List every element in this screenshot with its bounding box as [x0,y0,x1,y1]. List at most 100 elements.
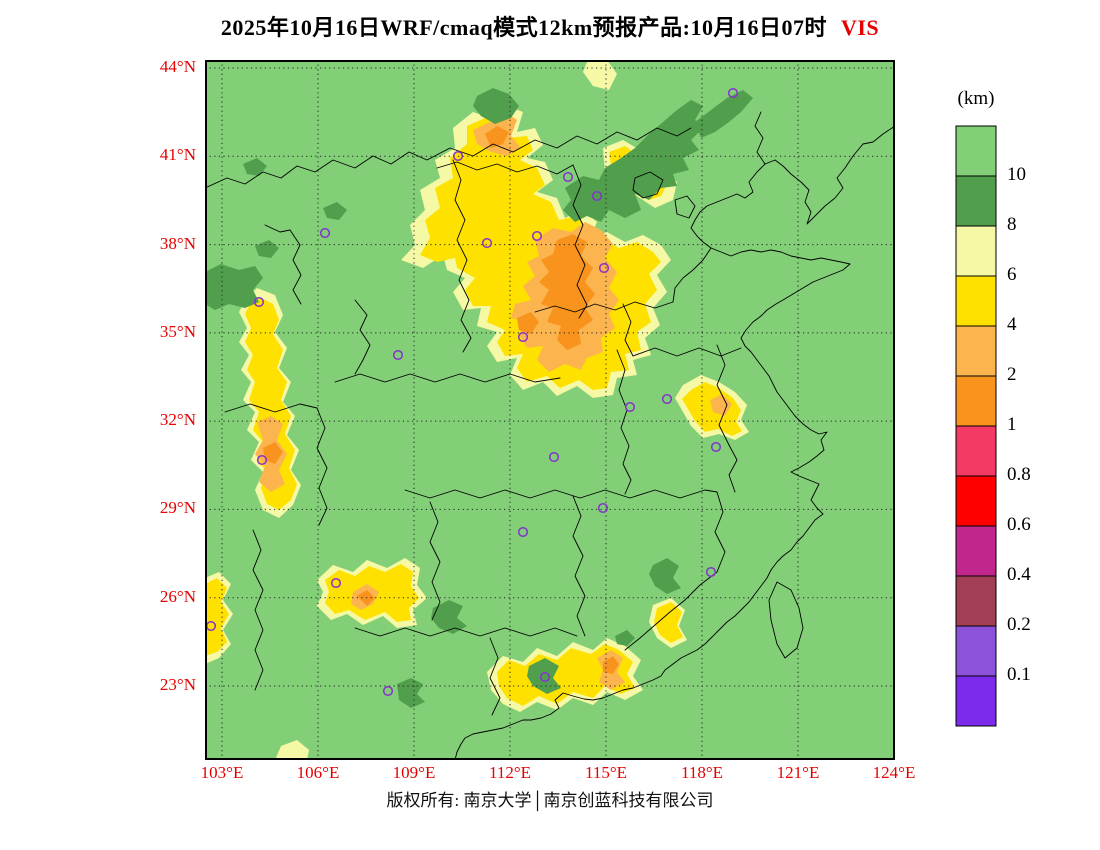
figure-title-variable: VIS [840,15,880,40]
province-boundaries-shape [572,164,588,319]
colorbar-label: 10 [1007,164,1026,185]
colorbar-swatch [955,275,997,327]
visibility-contour-fills-shape [517,312,539,334]
lon-axis-label: 115°E [584,763,628,782]
lat-axis-label: 23°N [159,675,196,694]
lon-axis-label: 118°E [680,763,724,782]
province-boundaries-shape [334,373,561,383]
colorbar-swatches [955,125,997,727]
province-boundaries-shape [429,501,441,621]
lat-axis-label: 26°N [159,586,196,606]
colorbar-swatch [955,125,997,177]
province-boundaries-shape [264,224,302,305]
visibility-contour-fills-shape [323,202,347,220]
city-marker [591,190,603,202]
province-boundaries-shape [454,143,864,761]
province-boundaries-shape [632,171,664,199]
colorbar-swatch [955,575,997,627]
visibility-contour-fills-shape [205,578,229,656]
visibility-contour-fills-shape [205,264,263,310]
city-marker [598,262,610,274]
province-boundaries-shape [716,344,730,446]
copyright-footer: 版权所有: 南京大学│南京创蓝科技有限公司 [386,791,714,810]
city-marker [517,526,529,538]
province-boundaries-shape [436,161,574,175]
province-boundaries-shape [672,247,712,303]
visibility-contour-fills-shape [473,88,519,124]
visibility-contour-fills-shape [603,656,619,674]
city-marker [597,502,609,514]
visibility-contour-fills-shape [649,558,681,594]
visibility-contour-fills-shape [615,630,635,646]
city-marker [661,393,673,405]
city-marker [539,671,551,683]
colorbar-label: 0.1 [1007,664,1031,685]
city-marker [562,171,574,183]
map-border [205,60,895,760]
province-boundaries-shape [862,125,896,145]
city-marker [330,577,342,589]
province-boundaries-shape [224,403,318,413]
lat-axis-label: 44°N [159,57,196,76]
visibility-contour-fills-shape [275,740,309,760]
colorbar-swatch [955,475,997,527]
colorbar-swatch [955,175,997,227]
visibility-contour-fills-shape [539,234,595,350]
province-boundaries-shape [754,111,766,165]
colorbar-swatch [955,675,997,727]
province-boundaries-shape [534,301,674,313]
colorbar-labels: 10 8 6 4 2 1 0.8 0.6 0.4 0.2 0.1 [955,125,1065,737]
province-boundaries-shape [252,529,264,691]
province-boundaries-shape [622,303,634,357]
province-boundaries-shape [572,495,586,637]
lon-axis-label: 124°E [872,763,916,782]
province-boundaries [204,111,896,761]
visibility-contour-fills-shape [682,382,742,436]
city-markers [205,87,739,697]
colorbar-swatch [955,325,997,377]
visibility-forecast-map [204,60,896,761]
visibility-contour-fills-shape [485,126,509,148]
city-marker [727,87,739,99]
colorbar-label: 0.2 [1007,614,1031,635]
province-boundaries-shape [316,407,328,526]
colorbar: 10 8 6 4 2 1 0.8 0.6 0.4 0.2 0.1 [955,125,1065,737]
lat-axis-label: 32°N [159,410,196,430]
colorbar-swatch [955,525,997,577]
colorbar-label: 1 [1007,414,1017,435]
visibility-contour-fills-shape [527,658,561,694]
lat-axis-label: 38°N [159,233,196,253]
lon-axis-label: 106°E [296,763,340,782]
city-marker [382,685,394,697]
province-boundaries-shape [354,627,578,637]
colorbar-label: 0.8 [1007,464,1031,485]
colorbar-label: 2 [1007,364,1017,385]
colorbar-label: 8 [1007,214,1017,235]
map-canvas [204,60,896,761]
colorbar-label: 6 [1007,264,1017,285]
visibility-contour-fills-shape [695,90,753,138]
visibility-contour-fills [205,60,895,760]
city-marker [481,237,493,249]
colorbar-title: (km) [957,88,995,109]
city-marker [705,566,717,578]
province-boundaries-shape [768,581,804,659]
city-marker [624,401,636,413]
city-marker [392,349,404,361]
visibility-contour-fills-shape [710,394,732,416]
province-boundaries-shape [204,127,692,189]
colorbar-swatch [955,375,997,427]
figure-title: 2025年10月16日WRF/cmaq模式12km预报产品:10月16日07时 V… [0,10,1100,42]
province-boundaries-shape [354,299,371,375]
lat-axis-label: 41°N [159,145,196,165]
city-marker [531,230,543,242]
visibility-contour-fills-shape [431,600,467,634]
colorbar-swatch [955,425,997,477]
visibility-contour-fills-shape [654,602,683,643]
province-boundaries-shape [632,347,742,357]
figure-title-text: 2025年10月16日WRF/cmaq模式12km预报产品:10月16日07时 [220,15,827,40]
visibility-contour-fills-shape [263,442,283,464]
colorbar-label: 4 [1007,314,1017,335]
city-marker [319,227,331,239]
